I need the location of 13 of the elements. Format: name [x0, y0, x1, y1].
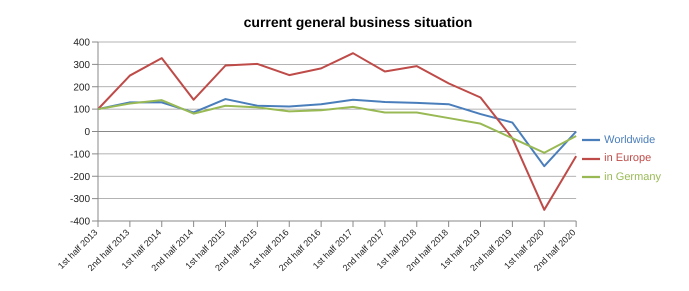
legend-label: in Europe: [604, 152, 652, 164]
y-tick-label: -200: [70, 172, 90, 183]
y-tick-label: 200: [73, 82, 90, 94]
y-tick-label: 0: [84, 127, 90, 138]
y-tick-label: 100: [73, 104, 90, 116]
y-tick-label: 400: [73, 38, 90, 49]
legend-label: in Germany: [604, 170, 661, 183]
y-tick-label: -400: [70, 216, 90, 228]
legend-label: Worldwide: [604, 134, 656, 146]
y-tick-label: -100: [70, 149, 90, 160]
y-tick-label: -300: [70, 194, 90, 206]
chart-title: current general business situation: [242, 13, 474, 32]
y-tick-label: 300: [73, 60, 90, 71]
